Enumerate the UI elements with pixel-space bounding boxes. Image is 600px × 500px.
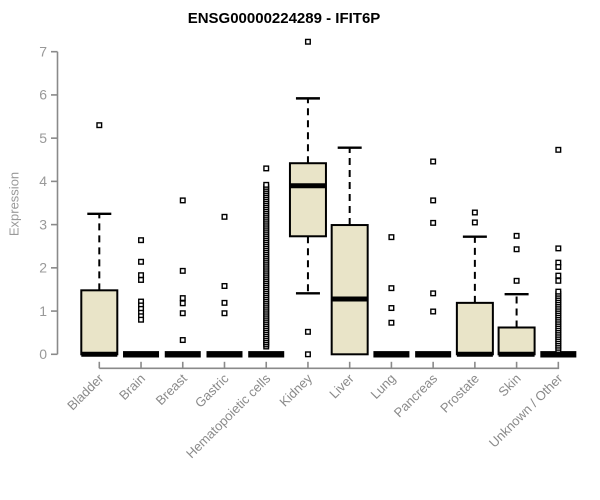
flat-box-hematopoietic-cells	[248, 351, 285, 358]
box-bladder	[80, 289, 119, 356]
x-axis-tick-label-lung: Lung	[367, 371, 398, 402]
outlier-unknown-other	[555, 277, 562, 284]
outlier-unknown-other	[555, 272, 562, 279]
outlier-lung	[388, 305, 395, 312]
box-skin	[497, 326, 536, 356]
outlier-gastric	[221, 299, 228, 306]
outlier-bladder	[96, 122, 103, 129]
x-axis-tick-label-liver: Liver	[326, 370, 357, 401]
outlier-skin	[513, 232, 520, 239]
flat-box-gastric	[206, 351, 243, 358]
outlier-hematopoietic-cells	[263, 181, 270, 188]
outlier-breast	[179, 295, 186, 302]
outlier-gastric	[221, 310, 228, 317]
outlier-hematopoietic-cells	[263, 165, 270, 172]
outlier-brain	[138, 316, 145, 323]
flat-box-lung	[373, 351, 410, 358]
outlier-pancreas	[430, 290, 437, 297]
flat-box-breast	[164, 351, 201, 358]
outlier-kidney	[304, 328, 311, 335]
outlier-pancreas	[430, 219, 437, 226]
y-axis-tick-label: 5	[39, 130, 47, 146]
y-axis-tick-label: 0	[39, 346, 47, 362]
outlier-skin	[513, 277, 520, 284]
x-axis-tick-label-prostate: Prostate	[437, 371, 482, 416]
box-kidney	[288, 162, 327, 238]
x-axis-tick-label-skin: Skin	[495, 371, 523, 399]
outlier-prostate	[471, 209, 478, 216]
outlier-kidney	[304, 351, 311, 358]
outlier-brain	[138, 276, 145, 283]
x-axis-tick-label-bladder: Bladder	[64, 370, 107, 413]
y-axis-tick-label: 6	[39, 87, 47, 103]
outlier-pancreas	[430, 308, 437, 315]
x-axis-tick-label-unknown-other: Unknown / Other	[486, 370, 566, 450]
outlier-lung	[388, 319, 395, 326]
x-axis-tick-label-kidney: Kidney	[276, 370, 315, 409]
flat-box-brain	[123, 351, 160, 358]
y-axis-tick-label: 7	[39, 43, 47, 59]
outlier-brain	[138, 272, 145, 279]
outlier-pancreas	[430, 197, 437, 204]
x-axis-tick-label-pancreas: Pancreas	[391, 370, 441, 420]
x-axis-tick-label-breast: Breast	[153, 371, 190, 408]
box-liver	[330, 224, 369, 356]
outlier-lung	[388, 285, 395, 292]
y-axis-tick-label: 1	[39, 303, 47, 319]
y-axis-tick-label: 2	[39, 260, 47, 276]
outlier-unknown-other	[555, 288, 562, 295]
outlier-kidney	[304, 38, 311, 45]
outlier-brain	[138, 237, 145, 244]
outlier-breast	[179, 267, 186, 274]
outlier-unknown-other	[555, 263, 562, 270]
outlier-breast	[179, 300, 186, 307]
outlier-skin	[513, 246, 520, 253]
outlier-lung	[388, 234, 395, 241]
outlier-breast	[179, 197, 186, 204]
y-axis-tick-label: 3	[39, 216, 47, 232]
flat-box-pancreas	[415, 351, 452, 358]
outlier-prostate	[471, 219, 478, 226]
outlier-brain	[138, 258, 145, 265]
outlier-breast	[179, 337, 186, 344]
chart-title: ENSG00000224289 - IFIT6P	[187, 10, 381, 27]
x-axis-tick-label-gastric: Gastric	[192, 370, 232, 410]
flat-box-unknown-other	[540, 351, 577, 358]
outlier-unknown-other	[555, 146, 562, 153]
outlier-breast	[179, 310, 186, 317]
x-axis-tick-label-brain: Brain	[116, 371, 148, 403]
outlier-gastric	[221, 282, 228, 289]
outlier-gastric	[221, 213, 228, 220]
outlier-pancreas	[430, 158, 437, 165]
box-prostate	[455, 301, 494, 356]
outlier-unknown-other	[555, 245, 562, 252]
y-axis-tick-label: 4	[39, 173, 47, 189]
